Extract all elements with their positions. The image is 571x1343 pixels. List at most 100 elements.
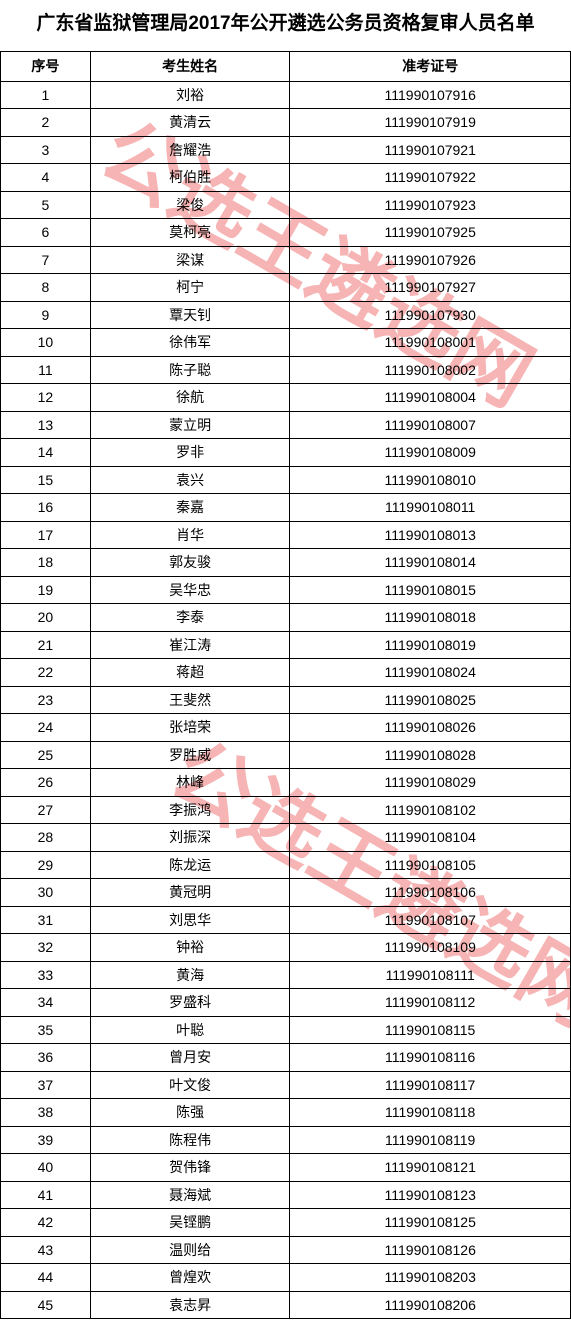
cell-id: 111990108019 bbox=[290, 631, 571, 659]
cell-id: 111990108013 bbox=[290, 521, 571, 549]
cell-seq: 9 bbox=[1, 301, 91, 329]
cell-name: 王斐然 bbox=[90, 686, 290, 714]
cell-seq: 7 bbox=[1, 246, 91, 274]
table-row: 7梁谋111990107926 bbox=[1, 246, 571, 274]
table-row: 30黄冠明111990108106 bbox=[1, 879, 571, 907]
page-title: 广东省监狱管理局2017年公开遴选公务员资格复审人员名单 bbox=[0, 0, 571, 51]
cell-seq: 40 bbox=[1, 1154, 91, 1182]
cell-seq: 37 bbox=[1, 1071, 91, 1099]
table-row: 44曾煌欢111990108203 bbox=[1, 1264, 571, 1292]
cell-id: 111990107923 bbox=[290, 191, 571, 219]
table-row: 9覃天钊111990107930 bbox=[1, 301, 571, 329]
cell-id: 111990108118 bbox=[290, 1099, 571, 1127]
cell-seq: 5 bbox=[1, 191, 91, 219]
cell-seq: 10 bbox=[1, 329, 91, 357]
cell-id: 111990108105 bbox=[290, 851, 571, 879]
cell-id: 111990108002 bbox=[290, 356, 571, 384]
cell-seq: 38 bbox=[1, 1099, 91, 1127]
cell-name: 梁谋 bbox=[90, 246, 290, 274]
cell-id: 111990108109 bbox=[290, 934, 571, 962]
cell-seq: 44 bbox=[1, 1264, 91, 1292]
cell-name: 陈程伟 bbox=[90, 1126, 290, 1154]
cell-name: 贺伟锋 bbox=[90, 1154, 290, 1182]
cell-name: 罗非 bbox=[90, 439, 290, 467]
cell-id: 111990108025 bbox=[290, 686, 571, 714]
cell-id: 111990108011 bbox=[290, 494, 571, 522]
table-row: 18郭友骏111990108014 bbox=[1, 549, 571, 577]
cell-name: 黄海 bbox=[90, 961, 290, 989]
cell-seq: 6 bbox=[1, 219, 91, 247]
table-header-row: 序号 考生姓名 准考证号 bbox=[1, 51, 571, 81]
col-header-id: 准考证号 bbox=[290, 51, 571, 81]
table-row: 13蒙立明111990108007 bbox=[1, 411, 571, 439]
cell-name: 黄冠明 bbox=[90, 879, 290, 907]
cell-seq: 32 bbox=[1, 934, 91, 962]
cell-name: 肖华 bbox=[90, 521, 290, 549]
cell-name: 蒙立明 bbox=[90, 411, 290, 439]
cell-name: 刘裕 bbox=[90, 81, 290, 109]
table-row: 1刘裕111990107916 bbox=[1, 81, 571, 109]
cell-seq: 3 bbox=[1, 136, 91, 164]
cell-seq: 13 bbox=[1, 411, 91, 439]
cell-id: 111990108024 bbox=[290, 659, 571, 687]
table-row: 6莫柯亮111990107925 bbox=[1, 219, 571, 247]
cell-id: 111990107921 bbox=[290, 136, 571, 164]
cell-seq: 39 bbox=[1, 1126, 91, 1154]
cell-seq: 18 bbox=[1, 549, 91, 577]
table-row: 33黄海111990108111 bbox=[1, 961, 571, 989]
cell-name: 钟裕 bbox=[90, 934, 290, 962]
table-row: 36曾月安111990108116 bbox=[1, 1044, 571, 1072]
cell-seq: 27 bbox=[1, 796, 91, 824]
table-row: 17肖华111990108013 bbox=[1, 521, 571, 549]
cell-seq: 8 bbox=[1, 274, 91, 302]
cell-seq: 24 bbox=[1, 714, 91, 742]
cell-id: 111990107930 bbox=[290, 301, 571, 329]
cell-seq: 33 bbox=[1, 961, 91, 989]
cell-name: 张培荣 bbox=[90, 714, 290, 742]
cell-id: 111990108106 bbox=[290, 879, 571, 907]
cell-name: 刘振深 bbox=[90, 824, 290, 852]
table-row: 8柯宁111990107927 bbox=[1, 274, 571, 302]
cell-name: 罗胜威 bbox=[90, 741, 290, 769]
cell-name: 林峰 bbox=[90, 769, 290, 797]
table-row: 32钟裕111990108109 bbox=[1, 934, 571, 962]
table-row: 16秦嘉111990108011 bbox=[1, 494, 571, 522]
col-header-seq: 序号 bbox=[1, 51, 91, 81]
table-row: 26林峰111990108029 bbox=[1, 769, 571, 797]
cell-name: 陈子聪 bbox=[90, 356, 290, 384]
cell-id: 111990108126 bbox=[290, 1236, 571, 1264]
cell-seq: 29 bbox=[1, 851, 91, 879]
table-row: 15袁兴111990108010 bbox=[1, 466, 571, 494]
table-row: 43温则给111990108126 bbox=[1, 1236, 571, 1264]
cell-seq: 43 bbox=[1, 1236, 91, 1264]
table-row: 3詹耀浩111990107921 bbox=[1, 136, 571, 164]
cell-name: 覃天钊 bbox=[90, 301, 290, 329]
cell-name: 崔江涛 bbox=[90, 631, 290, 659]
cell-id: 111990107916 bbox=[290, 81, 571, 109]
cell-id: 111990108018 bbox=[290, 604, 571, 632]
cell-name: 李泰 bbox=[90, 604, 290, 632]
cell-seq: 30 bbox=[1, 879, 91, 907]
table-row: 20李泰111990108018 bbox=[1, 604, 571, 632]
table-row: 23王斐然111990108025 bbox=[1, 686, 571, 714]
cell-name: 郭友骏 bbox=[90, 549, 290, 577]
cell-seq: 20 bbox=[1, 604, 91, 632]
cell-name: 曾月安 bbox=[90, 1044, 290, 1072]
table-row: 21崔江涛111990108019 bbox=[1, 631, 571, 659]
table-row: 38陈强111990108118 bbox=[1, 1099, 571, 1127]
cell-seq: 22 bbox=[1, 659, 91, 687]
table-row: 4柯伯胜111990107922 bbox=[1, 164, 571, 192]
table-row: 31刘思华111990108107 bbox=[1, 906, 571, 934]
cell-name: 袁兴 bbox=[90, 466, 290, 494]
cell-seq: 34 bbox=[1, 989, 91, 1017]
cell-name: 徐伟军 bbox=[90, 329, 290, 357]
cell-name: 詹耀浩 bbox=[90, 136, 290, 164]
cell-name: 黄清云 bbox=[90, 109, 290, 137]
cell-seq: 36 bbox=[1, 1044, 91, 1072]
cell-id: 111990108015 bbox=[290, 576, 571, 604]
cell-seq: 14 bbox=[1, 439, 91, 467]
cell-name: 陈龙运 bbox=[90, 851, 290, 879]
table-row: 25罗胜威111990108028 bbox=[1, 741, 571, 769]
cell-name: 陈强 bbox=[90, 1099, 290, 1127]
table-row: 42吴铿鹏111990108125 bbox=[1, 1209, 571, 1237]
